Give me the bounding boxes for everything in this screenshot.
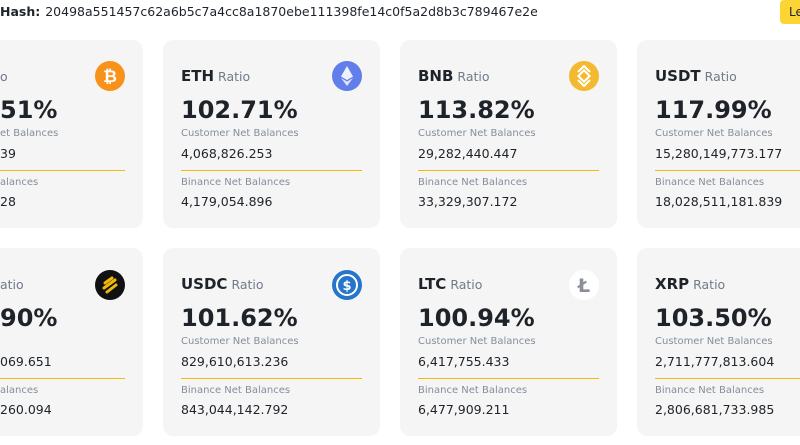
- divider: [181, 378, 362, 379]
- symbol: USDC: [181, 275, 228, 293]
- binance-value: 843,044,142.792: [181, 402, 289, 417]
- symbol: USDT: [655, 67, 701, 85]
- customer-label: Customer Net Balances: [418, 336, 536, 347]
- card-title: BNB Ratio: [418, 67, 490, 85]
- binance-value: 6,477,909.211: [418, 402, 510, 417]
- binance-value: 28: [0, 194, 16, 209]
- hash-value: 20498a551457c62a6b5c7a4cc8a1870ebe111398…: [45, 4, 538, 19]
- customer-value: 829,610,613.236: [181, 354, 289, 369]
- customer-label: Customer Net Balances: [655, 128, 773, 139]
- card-body: XRP Ratio 103.50% Customer Net Balances 2,71…: [655, 248, 800, 436]
- customer-label: Customer Net Balances: [181, 128, 299, 139]
- ratio-label: atio: [0, 277, 24, 292]
- binance-value: 4,179,054.896: [181, 194, 273, 209]
- binance-value: 33,329,307.172: [418, 194, 518, 209]
- ratio: 90%: [0, 304, 58, 332]
- binance-value: 260.094: [0, 402, 52, 417]
- ratio-label: Ratio: [450, 277, 483, 292]
- ltc-icon: Ł: [569, 270, 599, 300]
- button[interactable]: Le: [780, 0, 800, 24]
- card-body: USDT Ratio 117.99% Customer Net Balances 15,…: [655, 40, 800, 228]
- ratio: 103.50%: [655, 304, 772, 332]
- ratio: 102.71%: [181, 96, 298, 124]
- divider: [181, 170, 362, 171]
- card-body: ETH Ratio 102.71% Customer Net Balances 4,06…: [181, 40, 362, 228]
- binance-label: Binance Net Balances: [181, 177, 291, 188]
- customer-value: 069.651: [0, 354, 52, 369]
- ratio: 101.62%: [181, 304, 298, 332]
- card-body: USDC Ratio 101.62% Customer Net Balances 829…: [181, 248, 362, 436]
- symbol: XRP: [655, 275, 690, 293]
- customer-label: et Balances: [0, 128, 59, 139]
- binance-value: 2,806,681,733.985: [655, 402, 775, 417]
- customer-value: 15,280,149,773.177: [655, 146, 783, 161]
- btc-icon: ₿: [95, 61, 125, 91]
- eth-icon: [332, 61, 362, 91]
- ratio-label: Ratio: [218, 69, 251, 84]
- binance-value: 18,028,511,181.839: [655, 194, 783, 209]
- ratio: 113.82%: [418, 96, 535, 124]
- binance-label: alances: [0, 385, 39, 396]
- card-title: ETH Ratio: [181, 67, 250, 85]
- binance-label: Binance Net Balances: [655, 385, 765, 396]
- customer-label: Customer Net Balances: [418, 128, 536, 139]
- customer-value: 6,417,755.433: [418, 354, 510, 369]
- card-title: atio: [0, 275, 24, 293]
- symbol: ETH: [181, 67, 215, 85]
- card-title: USDT Ratio: [655, 67, 737, 85]
- binance-label: Binance Net Balances: [418, 385, 528, 396]
- card: USDT Ratio 117.99% Customer Net Balances 15,…: [637, 40, 800, 228]
- ratio: 51%: [0, 96, 58, 124]
- customer-value: 4,068,826.253: [181, 146, 273, 161]
- card-body: atio 90% 069.651 alances 260.094: [0, 248, 125, 436]
- usdc-icon: $: [332, 270, 362, 300]
- customer-label: Customer Net Balances: [181, 336, 299, 347]
- ratio-label: Ratio: [231, 277, 264, 292]
- ratio: 117.99%: [655, 96, 772, 124]
- card-title: o: [0, 67, 8, 85]
- svg-text:₿: ₿: [103, 67, 117, 87]
- customer-value: 29,282,440.447: [418, 146, 518, 161]
- svg-text:Ł: Ł: [577, 275, 590, 297]
- ratio-label: Ratio: [693, 277, 726, 292]
- ratio: 100.94%: [418, 304, 535, 332]
- customer-value: 39: [0, 146, 16, 161]
- binance-label: Binance Net Balances: [181, 385, 291, 396]
- divider: [0, 378, 125, 379]
- ratio-label: Ratio: [704, 69, 737, 84]
- binance-label: alances: [0, 177, 39, 188]
- symbol: BNB: [418, 67, 454, 85]
- divider: [655, 170, 800, 171]
- card: XRP Ratio 103.50% Customer Net Balances 2,71…: [637, 248, 800, 436]
- fdusd-icon: [95, 270, 125, 300]
- ratio-label: o: [0, 69, 8, 84]
- bnb-icon: [569, 61, 599, 91]
- divider: [418, 170, 599, 171]
- divider: [418, 378, 599, 379]
- card-body: o 51% et Balances 39 alances 28: [0, 40, 125, 228]
- card-body: LTC Ratio 100.94% Customer Net Balances 6,41…: [418, 248, 599, 436]
- hash-line: Hash: 20498a551457c62a6b5c7a4cc8a1870ebe1…: [0, 4, 538, 19]
- card-title: XRP Ratio: [655, 275, 725, 293]
- customer-value: 2,711,777,813.604: [655, 354, 775, 369]
- card-title: LTC Ratio: [418, 275, 482, 293]
- divider: [655, 378, 800, 379]
- customer-label: Customer Net Balances: [655, 336, 773, 347]
- hash-label: Hash:: [0, 4, 41, 19]
- svg-text:$: $: [342, 279, 351, 294]
- binance-label: Binance Net Balances: [418, 177, 528, 188]
- card-title: USDC Ratio: [181, 275, 264, 293]
- ratio-label: Ratio: [457, 69, 490, 84]
- card-body: BNB Ratio 113.82% Customer Net Balances 29,2…: [418, 40, 599, 228]
- divider: [0, 170, 125, 171]
- symbol: LTC: [418, 275, 447, 293]
- binance-label: Binance Net Balances: [655, 177, 765, 188]
